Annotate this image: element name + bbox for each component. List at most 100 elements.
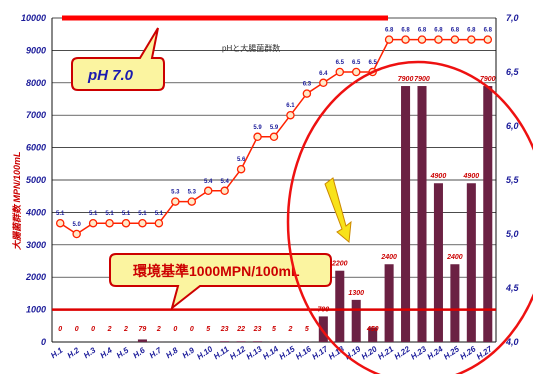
- bar-value-label: 0: [75, 326, 79, 333]
- x-tick-label: H.20: [360, 344, 379, 361]
- y-axis-title: 大腸菌群数 MPN/100mL: [12, 151, 22, 250]
- bar-value-label: 0: [173, 326, 177, 333]
- y-left-tick-label: 8000: [26, 78, 46, 88]
- bar-value-label: 2200: [331, 261, 348, 268]
- ph-value-label: 6.8: [385, 28, 394, 34]
- ph-value-label: 6.8: [434, 28, 443, 34]
- bar-value-label: 2400: [380, 254, 397, 261]
- ph-point: [236, 164, 246, 174]
- ph-value-label: 5.1: [89, 211, 98, 217]
- x-tick-label: H.11: [212, 344, 231, 361]
- x-tick-label: H.4: [98, 345, 114, 360]
- y-left-tick-label: 9000: [26, 45, 46, 55]
- x-tick-label: H.25: [442, 344, 461, 361]
- highlight-ellipse: [286, 60, 533, 374]
- x-tick-label: H.7: [148, 345, 164, 360]
- y-left-tick-label: 5000: [26, 175, 46, 185]
- ph-point: [138, 218, 147, 228]
- ph-point: [220, 186, 229, 196]
- ph-point: [88, 218, 98, 228]
- bar-value-label: 4900: [463, 173, 480, 180]
- y-right-tick-label: 5,5: [506, 175, 520, 185]
- bar: [417, 86, 427, 342]
- y-right-tick-label: 5,0: [506, 229, 519, 239]
- ph-value-label: 5.4: [204, 179, 213, 185]
- y-left-tick-label: 6000: [26, 143, 46, 153]
- bar: [384, 264, 394, 342]
- bar-value-label: 7900: [398, 76, 414, 83]
- x-tick-label: H.24: [426, 344, 445, 361]
- ph-point: [319, 78, 328, 88]
- ph-value-label: 6.3: [303, 82, 312, 88]
- y-left-tick-label: 2000: [25, 272, 46, 282]
- ph-value-label: 5.3: [171, 190, 180, 196]
- ph-point: [269, 132, 279, 142]
- bar-value-label: 23: [253, 326, 262, 333]
- y-right-tick-label: 4,5: [505, 283, 520, 293]
- ph-point: [450, 35, 460, 44]
- y-right-tick-label: 7,0: [506, 13, 519, 23]
- bar-value-label: 0: [190, 326, 194, 333]
- y-right-tick-label: 4,0: [505, 337, 519, 347]
- ph-value-label: 6.1: [286, 103, 295, 109]
- x-tick-label: H.26: [458, 344, 477, 361]
- ph-point: [72, 229, 81, 239]
- bar-value-label: 2: [107, 326, 112, 333]
- y-left-tick-label: 4000: [25, 207, 46, 217]
- ph-point: [434, 35, 443, 44]
- x-tick-label: H.13: [245, 344, 264, 361]
- ph-value-label: 5.3: [188, 190, 197, 196]
- ph-value-label: 5.1: [155, 211, 164, 217]
- ph-point: [105, 218, 114, 228]
- y-left-tick-label: 0: [41, 337, 46, 347]
- bar-value-label: 7900: [480, 76, 496, 83]
- ph-value-label: 5.1: [56, 211, 65, 217]
- ph-point: [483, 35, 493, 44]
- bar: [137, 339, 147, 342]
- x-tick-label: H.14: [261, 344, 280, 361]
- bar-value-label: 5: [206, 326, 210, 333]
- bar-value-label: 450: [366, 326, 379, 333]
- bar-value-label: 7900: [414, 76, 430, 83]
- x-tick-label: H.6: [131, 345, 147, 360]
- ph-point: [467, 35, 476, 44]
- ph-point: [417, 35, 427, 44]
- bar-value-label: 79: [139, 326, 147, 333]
- ph-value-label: 5.6: [237, 157, 246, 163]
- ph-point: [253, 132, 262, 142]
- bar-value-label: 23: [220, 326, 229, 333]
- ph-value-label: 6.8: [484, 28, 493, 34]
- y-right-tick-label: 6,0: [506, 121, 519, 131]
- bar: [236, 341, 246, 342]
- x-tick-label: H.17: [310, 344, 329, 361]
- y-left-tick-label: 1000: [26, 305, 46, 315]
- ph-value-label: 5.9: [270, 125, 279, 131]
- y-right-tick-label: 6,5: [506, 67, 520, 77]
- reference-lines: [52, 15, 496, 311]
- ph-point: [351, 67, 361, 77]
- x-tick-label: H.9: [181, 345, 197, 360]
- y-left-tick-label: 10000: [21, 13, 46, 23]
- ph-point: [55, 218, 65, 228]
- bar-value-label: 2: [123, 326, 128, 333]
- y-left-tick-label: 7000: [26, 110, 46, 120]
- bar-value-label: 4900: [430, 173, 447, 180]
- bar: [351, 299, 361, 342]
- ph-value-label: 5.0: [72, 222, 81, 228]
- ph-value-label: 6.4: [319, 71, 328, 77]
- bar: [450, 264, 460, 342]
- standard-callout-label: 環境基準1000MPN/100mL: [133, 263, 300, 279]
- bar: [335, 270, 345, 342]
- bar-value-label: 0: [58, 326, 62, 333]
- ph-value-label: 5.1: [105, 211, 114, 217]
- ph-point: [171, 197, 180, 206]
- ph-line: [55, 35, 493, 239]
- bar: [318, 316, 328, 342]
- x-tick-label: H.10: [195, 344, 214, 361]
- bar-value-label: 1300: [348, 290, 364, 297]
- x-tick-label: H.22: [393, 344, 412, 361]
- ph-callout: pH 7.0: [71, 27, 165, 91]
- x-tick-label: H.2: [66, 345, 82, 360]
- bar: [368, 327, 378, 342]
